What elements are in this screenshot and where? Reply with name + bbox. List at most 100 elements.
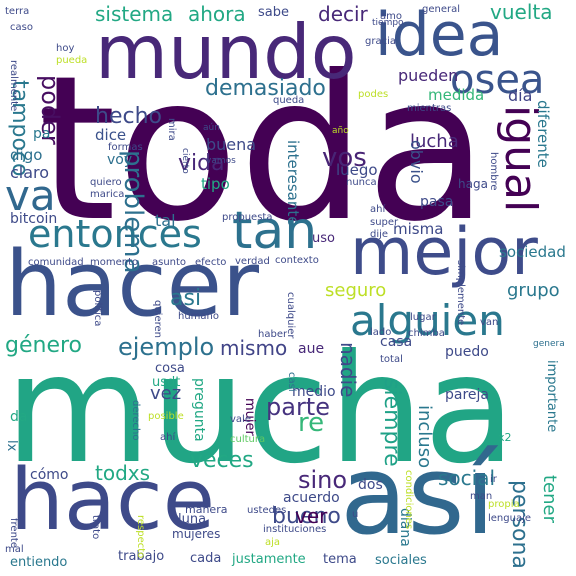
word: luego xyxy=(336,161,378,179)
word: buena xyxy=(206,135,257,154)
word: vale xyxy=(230,414,251,425)
word: mal xyxy=(5,544,24,555)
word: parte xyxy=(266,393,330,421)
word: derecho xyxy=(130,400,141,441)
word: entonces xyxy=(28,212,202,256)
word: hombre xyxy=(488,152,499,191)
word: comunidad xyxy=(28,257,84,268)
word: sociedad xyxy=(499,243,566,261)
word: condiciones xyxy=(403,470,414,530)
word: casa xyxy=(380,334,413,350)
word: sistema xyxy=(95,2,174,26)
word: mucha xyxy=(5,323,516,497)
word: va xyxy=(5,171,56,220)
word: género xyxy=(5,333,82,358)
word: genera xyxy=(533,339,565,349)
word: manera xyxy=(185,503,228,516)
word: posible xyxy=(148,411,184,422)
word: hoy xyxy=(56,43,75,54)
word: hacer xyxy=(5,232,260,337)
word: instituciones xyxy=(263,524,327,535)
word: diferente xyxy=(534,100,552,168)
word: grupo xyxy=(507,280,560,301)
word: pregunta xyxy=(191,378,207,442)
word: mismo xyxy=(220,336,288,360)
word: todxs xyxy=(95,461,151,485)
word: medida xyxy=(428,86,485,104)
word: poder xyxy=(36,75,64,145)
word: propia xyxy=(488,499,520,510)
word: entiendo xyxy=(10,555,68,570)
word: misma xyxy=(393,220,444,238)
word: quiero xyxy=(90,177,122,188)
word: lado xyxy=(370,327,392,338)
word: general xyxy=(422,4,461,15)
word: humano xyxy=(178,311,220,322)
word: mientras xyxy=(407,103,452,114)
word: nadie xyxy=(336,342,360,398)
word: voy xyxy=(107,152,133,168)
word: dos xyxy=(358,477,383,493)
word: tiempo xyxy=(372,18,404,28)
word: digo xyxy=(10,146,43,164)
word: vamos xyxy=(206,156,236,166)
word: tema xyxy=(323,552,357,567)
word: tan xyxy=(232,201,318,261)
word: terra xyxy=(5,6,30,17)
word: bitcoin xyxy=(10,211,58,227)
word: interesante xyxy=(284,140,302,226)
word: pa xyxy=(33,126,51,142)
word: política xyxy=(92,290,103,327)
word: efecto xyxy=(195,257,227,268)
word: sino xyxy=(298,466,348,494)
word: hecho xyxy=(95,104,162,129)
word: mira xyxy=(166,118,177,141)
word: sociales xyxy=(375,553,427,568)
word: medio xyxy=(292,384,336,400)
word: diana xyxy=(397,508,413,547)
word: total xyxy=(380,354,403,365)
word: lenguaje xyxy=(488,513,532,524)
word: chimba xyxy=(408,328,445,339)
word: mundo xyxy=(95,8,357,96)
word: propuesta xyxy=(222,212,273,223)
word: marica xyxy=(90,189,125,200)
word: cosa xyxy=(155,361,185,376)
word: veces xyxy=(190,448,254,473)
word: verdad xyxy=(235,256,270,267)
word: lucha xyxy=(410,131,459,152)
word: osea xyxy=(450,57,545,103)
word: importante xyxy=(544,360,559,433)
word: contexto xyxy=(275,255,319,266)
word: mejor xyxy=(350,215,538,290)
word: siempre xyxy=(379,378,404,467)
word: quieren xyxy=(152,300,163,338)
word: mujeres xyxy=(172,527,221,541)
word: podes xyxy=(358,89,389,100)
word: vida xyxy=(178,151,225,176)
word: idea xyxy=(375,0,504,70)
word: obvio xyxy=(407,140,426,184)
word: decir xyxy=(318,2,368,26)
word: alguien xyxy=(350,296,505,345)
word: demasiado xyxy=(205,76,326,101)
word: bueno xyxy=(272,504,341,529)
word: tal xyxy=(155,211,176,230)
word: sabe xyxy=(258,5,289,20)
word: cualquier xyxy=(285,292,296,339)
word: ahora xyxy=(188,2,246,26)
word: problema xyxy=(118,150,148,274)
word: justamente xyxy=(232,552,306,567)
word: acuerdo xyxy=(283,490,340,506)
word: dije xyxy=(370,229,389,240)
word: uso xyxy=(312,231,335,246)
word: aja xyxy=(265,537,281,548)
word: trato xyxy=(90,515,101,540)
word: queda xyxy=(273,95,305,106)
word: cada xyxy=(190,551,222,566)
word: da xyxy=(10,409,28,425)
word: toda xyxy=(38,33,489,266)
word: social xyxy=(438,466,496,490)
word: x2 xyxy=(498,431,512,444)
